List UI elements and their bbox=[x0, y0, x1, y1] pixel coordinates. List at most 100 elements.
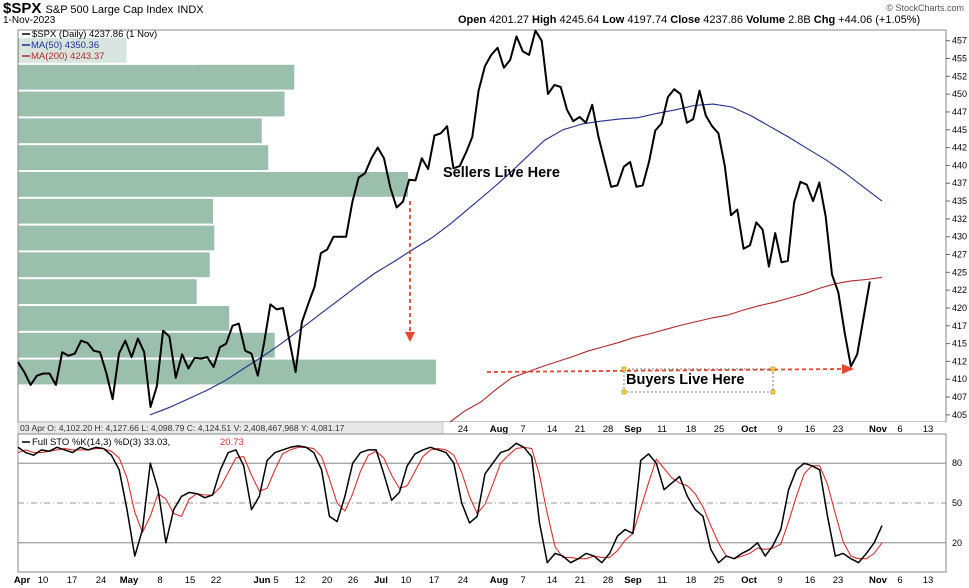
volume-profile-bar bbox=[18, 332, 275, 358]
price-x-axis: 24 Aug 7 14 21 28 Sep 11 18 25 Oct 9 16 23 Nov 6 13 bbox=[458, 424, 934, 435]
volume-profile-bar bbox=[18, 91, 285, 117]
volume-profile-bar bbox=[18, 279, 197, 304]
price-x-tick-label: 7 bbox=[520, 424, 525, 435]
stoch-x-tick-label: Oct bbox=[741, 575, 758, 586]
stoch-x-tick-label: Apr bbox=[14, 575, 31, 586]
stoch-k-series bbox=[17, 442, 883, 564]
ma200-series bbox=[449, 276, 883, 423]
price-y-tick-label: 440 bbox=[952, 160, 967, 170]
price-legend: $SPX (Daily) 4237.86 (1 Nov) MA(50) 4350… bbox=[19, 29, 197, 65]
price-x-tick-label: 24 bbox=[458, 424, 469, 435]
stoch-x-tick-label: Jun bbox=[254, 575, 271, 586]
stoch-x-tick-label: 10 bbox=[38, 575, 49, 586]
buyers-right-arrow-head bbox=[842, 364, 854, 374]
stoch-x-tick-label: 26 bbox=[348, 575, 359, 586]
price-y-tick-label: 420 bbox=[952, 303, 967, 313]
price-y-tick-label: 432 bbox=[952, 214, 967, 224]
buyers-annotation: Buyers Live Here bbox=[626, 372, 744, 388]
volume-profile-bar bbox=[18, 252, 210, 278]
volume-profile-bar bbox=[18, 145, 269, 170]
price-y-tick-label: 412 bbox=[952, 356, 967, 366]
volume-profile-bar bbox=[18, 306, 230, 331]
stoch-d-series bbox=[17, 446, 883, 560]
price-x-tick-label: 16 bbox=[805, 424, 816, 435]
price-y-tick-label: 437 bbox=[952, 178, 967, 188]
stoch-legend-d: 20.73 bbox=[220, 437, 244, 448]
handle-bl bbox=[621, 389, 627, 395]
stoch-x-tick-label: 25 bbox=[714, 575, 725, 586]
stoch-x-tick-label: 5 bbox=[273, 575, 278, 586]
stoch-legend: Full STO %K(14,3) %D(3) 33.03, bbox=[32, 437, 170, 448]
price-x-tick-label: 28 bbox=[603, 424, 614, 435]
price-y-tick-label: 455 bbox=[952, 54, 967, 64]
stoch-y-tick-label: 80 bbox=[952, 458, 962, 468]
stoch-x-tick-label: 20 bbox=[322, 575, 333, 586]
buyers-textbox-frame bbox=[623, 368, 774, 393]
ohlc-readout: Open 4201.27 High 4245.64 Low 4197.74 Cl… bbox=[458, 14, 921, 26]
symbol: $SPX bbox=[3, 0, 42, 17]
index-name: S&P 500 Large Cap Index bbox=[45, 4, 174, 16]
price-series bbox=[17, 29, 871, 408]
stoch-d-line bbox=[17, 446, 883, 560]
stoch-x-tick-label: Aug bbox=[490, 575, 509, 586]
price-y-tick-label: 442 bbox=[952, 143, 967, 153]
price-y-tick-label: 430 bbox=[952, 232, 967, 242]
stoch-x-tick-label: 28 bbox=[603, 575, 614, 586]
price-y-tick-label: 405 bbox=[952, 410, 967, 420]
ma50-series bbox=[149, 103, 883, 416]
price-y-tick-label: 447 bbox=[952, 107, 967, 117]
price-x-tick-label: 18 bbox=[686, 424, 697, 435]
price-y-tick-label: 410 bbox=[952, 374, 967, 384]
stoch-x-tick-label: 7 bbox=[520, 575, 525, 586]
stoch-x-tick-label: 13 bbox=[923, 575, 934, 586]
price-y-tick-label: 425 bbox=[952, 267, 967, 277]
stoch-x-tick-label: 21 bbox=[575, 575, 586, 586]
price-x-tick-label: Aug bbox=[490, 424, 509, 435]
price-y-tick-label: 415 bbox=[952, 339, 967, 349]
price-x-tick-label: Sep bbox=[624, 424, 642, 435]
volume-profile-bar bbox=[18, 118, 262, 144]
legend-ma200: MA(200) 4243.37 bbox=[31, 51, 104, 62]
price-x-tick-label: 21 bbox=[575, 424, 586, 435]
stoch-x-tick-label: Jul bbox=[374, 575, 388, 586]
stoch-y-tick-label: 50 bbox=[952, 498, 962, 508]
price-line bbox=[17, 29, 871, 408]
price-y-tick-label: 445 bbox=[952, 125, 967, 135]
exchange: INDX bbox=[177, 4, 204, 16]
stoch-x-tick-label: 17 bbox=[429, 575, 440, 586]
sellers-down-arrow-head bbox=[405, 332, 415, 342]
ma50-line bbox=[149, 103, 883, 416]
stoch-x-tick-label: 6 bbox=[897, 575, 902, 586]
price-x-tick-label: 9 bbox=[777, 424, 782, 435]
stoch-k-line bbox=[17, 442, 883, 564]
buyers-right-arrow-shaft bbox=[486, 368, 843, 373]
stoch-x-tick-label: 24 bbox=[96, 575, 107, 586]
stoch-x-tick-label: Nov bbox=[869, 575, 888, 586]
stockcharts-credit: © StockCharts.com bbox=[886, 3, 964, 13]
price-x-tick-label: 6 bbox=[897, 424, 902, 435]
stoch-x-tick-label: 18 bbox=[686, 575, 697, 586]
stoch-x-tick-label: Sep bbox=[624, 575, 642, 586]
legend-background bbox=[19, 31, 197, 65]
stoch-x-tick-label: 8 bbox=[157, 575, 162, 586]
info-bar: 03 Apr O: 4,102.20 H: 4,127.66 L: 4,098.… bbox=[20, 423, 345, 433]
stoch-grid: 20 50 80 bbox=[18, 458, 962, 548]
price-y-tick-label: 422 bbox=[952, 285, 967, 295]
volume-profile bbox=[18, 38, 436, 385]
price-y-tick-label: 450 bbox=[952, 89, 967, 99]
sellers-annotation: Sellers Live Here bbox=[443, 165, 560, 181]
handle-tr bbox=[770, 366, 776, 372]
stoch-x-tick-label: 14 bbox=[547, 575, 558, 586]
stoch-x-axis: Apr 10 17 24 May 8 15 22 Jun 5 12 20 26 Jul 10 17 24 Aug 7… bbox=[14, 575, 933, 586]
price-y-tick-label: 452 bbox=[952, 71, 967, 81]
price-y-tick-label: 457 bbox=[952, 36, 967, 46]
stoch-x-tick-label: 12 bbox=[295, 575, 306, 586]
price-x-tick-label: Nov bbox=[869, 424, 888, 435]
volume-profile-bar bbox=[18, 64, 295, 90]
stoch-x-tick-label: 16 bbox=[805, 575, 816, 586]
price-y-tick-label: 435 bbox=[952, 196, 967, 206]
price-y-tick-label: 427 bbox=[952, 250, 967, 260]
handle-br bbox=[770, 389, 776, 395]
stoch-x-tick-label: 9 bbox=[777, 575, 782, 586]
